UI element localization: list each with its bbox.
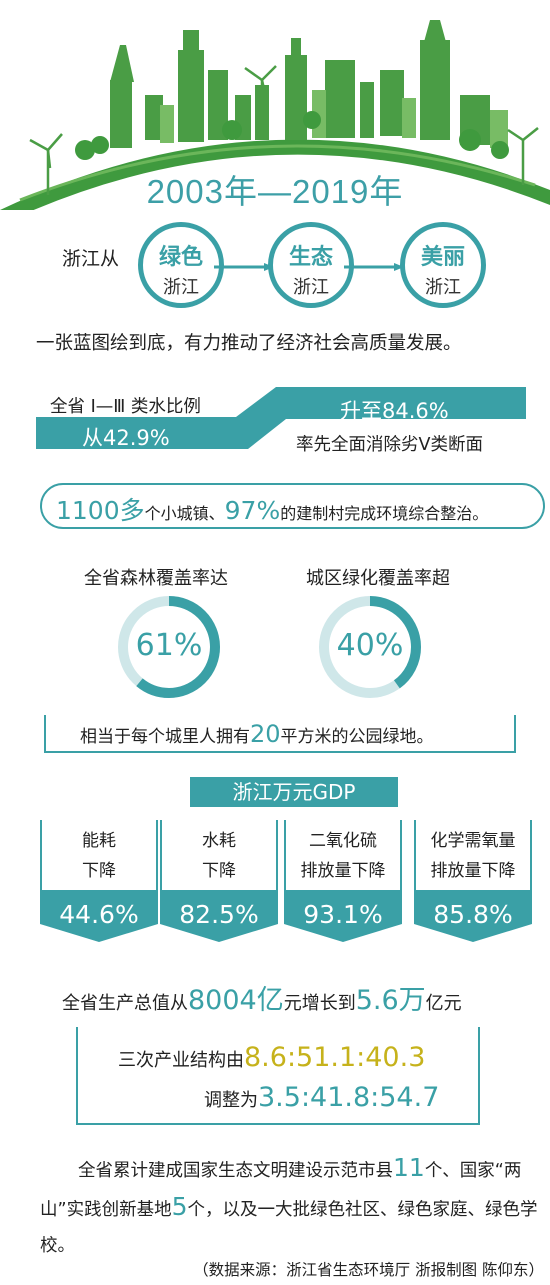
intro-text: 一张蓝图绘到底，有力推动了经济社会高质量发展。	[36, 333, 462, 354]
demo-count-cities: 11	[393, 1153, 425, 1182]
flow-prefix: 浙江从	[62, 248, 120, 270]
water-quality-step-band	[36, 387, 526, 449]
structure-after-value: 3.5:41.8:54.7	[258, 1082, 440, 1113]
structure-before-value: 8.6:51.1:40.3	[244, 1042, 426, 1073]
park-text-pre: 相当于每个城里人拥有	[80, 727, 250, 747]
gdp-card-label: 能耗	[82, 831, 116, 851]
arrow-right-icon	[344, 263, 404, 271]
water-ratio-from: 从42.9%	[82, 426, 170, 450]
forest-coverage-ring	[118, 596, 220, 698]
gdp-card-energy: 能耗 下降 44.6%	[40, 820, 158, 942]
structure-text-pre: 调整为	[204, 1090, 258, 1111]
gdp-card-label: 水耗	[202, 831, 236, 851]
flow-step-top: 生态	[288, 245, 333, 270]
gdp-text-post: 亿元	[425, 993, 462, 1014]
flow-step-top: 美丽	[420, 245, 465, 270]
gdp-card-sublabel: 排放量下降	[300, 861, 386, 881]
gdp-card-sublabel: 排放量下降	[430, 861, 516, 881]
gdp-card-water: 水耗 下降 82.5%	[160, 820, 278, 942]
park-area-value: 20	[250, 720, 281, 748]
flow-step-eco-zhejiang: 生态 浙江	[268, 222, 354, 308]
gdp-card-value: 82.5%	[179, 900, 259, 929]
demo-count-bases: 5	[171, 1192, 188, 1221]
towns-text: 个小城镇、	[144, 504, 225, 523]
forest-coverage-label: 全省森林覆盖率达	[84, 568, 228, 589]
arrow-right-icon	[214, 263, 274, 271]
industry-structure-before: 三次产业结构由8.6:51.1:40.3	[118, 1042, 425, 1073]
demonstration-statement: 全省累计建成国家生态文明建设示范市县11个、国家“两山”实践创新基地5个，以及一…	[40, 1150, 550, 1264]
gdp-from-unit: 亿	[256, 985, 284, 1016]
gdp-to-value: 5.6	[355, 985, 399, 1016]
park-area-statement: 相当于每个城里人拥有20平方米的公园绿地。	[80, 720, 434, 748]
gdp-card-value: 93.1%	[303, 900, 383, 929]
forest-coverage-value: 61%	[135, 628, 203, 663]
gdp-text-mid: 元增长到	[283, 993, 356, 1014]
green-city-skyline-illustration	[0, 20, 550, 210]
urban-green-coverage-ring	[319, 596, 421, 698]
water-ratio-to: 升至84.6%	[340, 399, 449, 423]
demo-text-3: 个，以及一大批绿色社区、绿色家庭、绿色学校。	[40, 1200, 538, 1256]
towns-more: 多	[119, 496, 145, 525]
gdp-card-value: 85.8%	[433, 900, 513, 929]
demo-text-2: 个、国家“两山”实践创新基地	[40, 1161, 522, 1220]
villages-text: 的建制村完成环境综合整治。	[280, 504, 489, 523]
industry-structure-frame	[76, 1027, 480, 1125]
flow-step-top: 绿色	[158, 245, 203, 270]
flow-step-green-zhejiang: 绿色 浙江	[138, 222, 224, 308]
structure-text-pre: 三次产业结构由	[118, 1050, 244, 1071]
urban-green-coverage-label: 城区绿化覆盖率超	[306, 568, 450, 589]
flow-step-bottom: 浙江	[425, 277, 461, 298]
park-area-frame	[44, 715, 516, 753]
villages-percent: 97%	[224, 496, 281, 525]
demo-text-1: 全省累计建成国家生态文明建设示范市县	[78, 1161, 393, 1181]
towns-statement: 1100多个小城镇、97%的建制村完成环境综合整治。	[40, 483, 545, 529]
flow-step-bottom: 浙江	[163, 277, 199, 298]
gdp-card-value: 44.6%	[59, 900, 139, 929]
flow-step-bottom: 浙江	[293, 277, 329, 298]
towns-count: 1100	[56, 496, 120, 525]
gdp-card-so2: 二氧化硫 排放量下降 93.1%	[284, 820, 402, 942]
gdp-card-sublabel: 下降	[202, 861, 236, 881]
gdp-section-header: 浙江万元GDP	[190, 777, 398, 807]
flow-step-beautiful-zhejiang: 美丽 浙江	[400, 222, 486, 308]
gdp-card-cod: 化学需氧量 排放量下降 85.8%	[414, 820, 532, 942]
source-credit: （数据来源：浙江省生态环境厅 浙报制图 陈仰东）	[193, 1261, 544, 1279]
down-arrow-icon	[414, 890, 532, 942]
down-arrow-icon	[284, 890, 402, 942]
gdp-to-unit: 万	[398, 985, 426, 1016]
industry-structure-after: 调整为3.5:41.8:54.7	[204, 1082, 439, 1113]
park-text-post: 平方米的公园绿地。	[280, 727, 434, 747]
down-arrow-icon	[160, 890, 278, 942]
down-arrow-icon	[40, 890, 158, 942]
gdp-card-label: 二氧化硫	[309, 831, 377, 851]
gdp-card-label: 化学需氧量	[430, 831, 516, 851]
gdp-card-sublabel: 下降	[82, 861, 116, 881]
gdp-growth-statement: 全省生产总值从8004亿元增长到5.6万亿元	[62, 978, 462, 1017]
gdp-text-pre: 全省生产总值从	[62, 993, 188, 1014]
urban-green-coverage-value: 40%	[336, 628, 404, 663]
water-note: 率先全面消除劣Ⅴ类断面	[296, 435, 483, 455]
page-title: 2003年—2019年	[146, 173, 404, 210]
water-ratio-label: 全省 Ⅰ—Ⅲ 类水比例	[50, 397, 201, 417]
gdp-from-value: 8004	[188, 985, 257, 1016]
